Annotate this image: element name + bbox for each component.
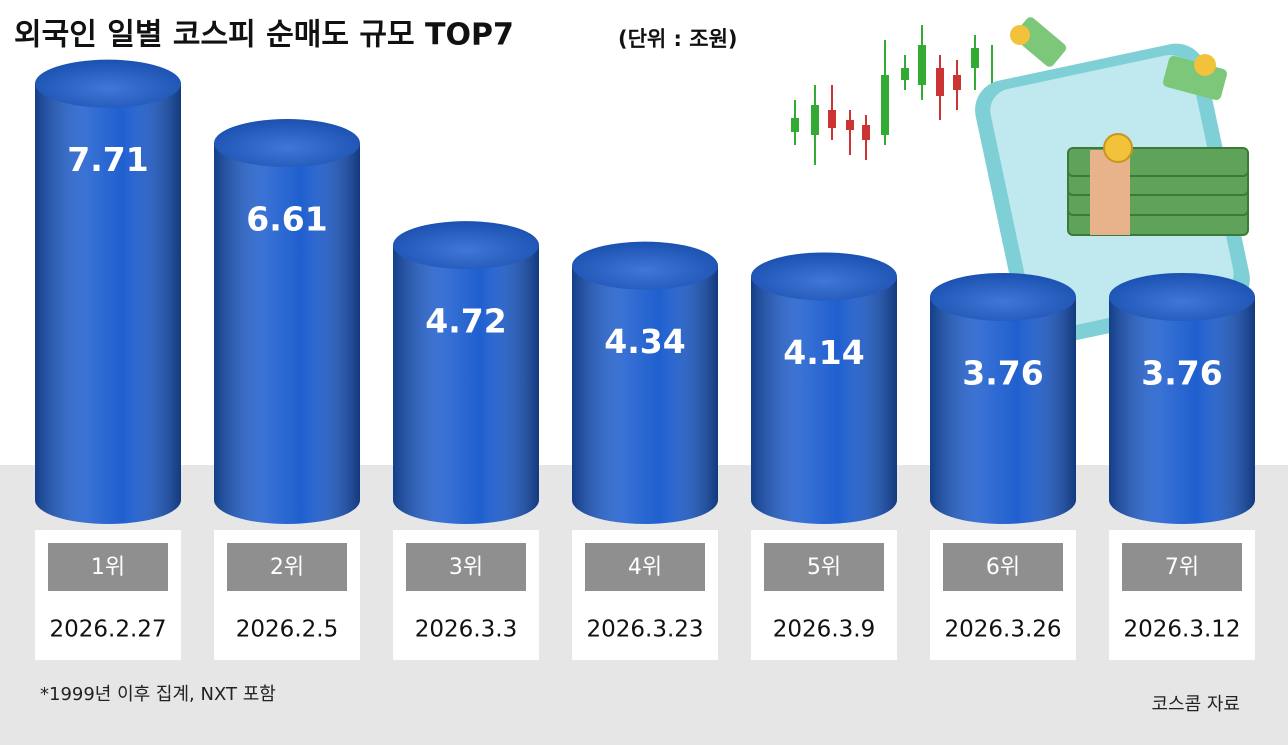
rank-box	[48, 543, 168, 591]
date-label: 2026.2.5	[236, 617, 338, 643]
date-label: 2026.3.26	[944, 617, 1061, 643]
bar-shade	[751, 276, 897, 500]
illustration	[791, 17, 1250, 346]
date-label: 2026.3.23	[586, 617, 703, 643]
rank-box	[1122, 543, 1242, 591]
cylinder-top-shade	[930, 272, 1076, 321]
source: 코스콤 자료	[1151, 694, 1240, 715]
value-label: 4.34	[604, 322, 685, 361]
bar-shade	[393, 245, 539, 500]
rank-label: 6위	[986, 555, 1020, 580]
rank-box	[764, 543, 884, 591]
rank-label: 3위	[449, 555, 483, 580]
rank-label: 1위	[91, 555, 125, 580]
rank-label: 2위	[270, 555, 304, 580]
cylinder-top-shade	[214, 119, 360, 168]
date-label: 2026.2.27	[49, 617, 166, 643]
bar-shade	[35, 83, 181, 500]
rank-box	[406, 543, 526, 591]
value-label: 6.61	[246, 200, 327, 239]
footnote: *1999년 이후 집계, NXT 포함	[40, 684, 276, 705]
value-label: 3.76	[962, 353, 1043, 392]
value-label: 7.71	[67, 140, 148, 179]
bar-shade	[1109, 296, 1255, 500]
cylinder-top-shade	[393, 221, 539, 270]
cylinder-top-shade	[572, 241, 718, 290]
unit-label: (단위 : 조원)	[618, 27, 738, 51]
cylinder-top-shade	[1109, 272, 1255, 321]
cylinder-top-shade	[751, 252, 897, 301]
cylinder-top-shade	[35, 59, 181, 108]
value-label: 4.72	[425, 302, 506, 341]
rank-box	[943, 543, 1063, 591]
date-label: 2026.3.12	[1123, 617, 1240, 643]
value-label: 4.14	[783, 333, 864, 372]
chart-title: 외국인 일별 코스피 순매도 규모 TOP7	[14, 18, 514, 53]
rank-box	[227, 543, 347, 591]
bar-shade	[930, 296, 1076, 500]
date-label: 2026.3.9	[773, 617, 875, 643]
bar-shade	[572, 265, 718, 500]
rank-box	[585, 543, 705, 591]
date-label: 2026.3.3	[415, 617, 517, 643]
value-label: 3.76	[1141, 353, 1222, 392]
rank-label: 7위	[1165, 555, 1199, 580]
rank-label: 5위	[807, 555, 841, 580]
rank-label: 4위	[628, 555, 662, 580]
bar-shade	[214, 143, 360, 500]
